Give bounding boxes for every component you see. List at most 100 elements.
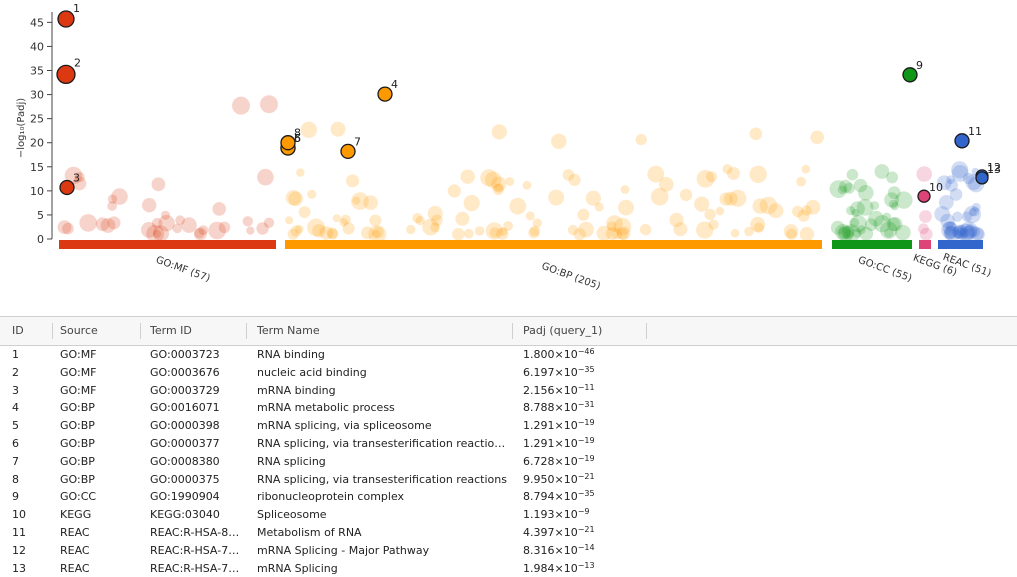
y-axis-label: −log₁₀(Padj) (16, 98, 27, 158)
table-row[interactable]: 12 REAC REAC:R-HSA-72... mRNA Splicing - Ma… (0, 542, 1017, 560)
table-row[interactable]: 9 GO:CC GO:1990904 ribonucleoprotein comple… (0, 488, 1017, 506)
table-row[interactable]: 3 GO:MF GO:0003729 mRNA binding 2.156×10−11 (0, 382, 1017, 400)
row-term-name: RNA splicing, via transesterification re… (257, 472, 507, 486)
background-point (62, 222, 74, 235)
background-point (447, 184, 461, 198)
table-row[interactable]: 8 GO:BP GO:0000375 RNA splicing, via transe… (0, 471, 1017, 489)
column-divider[interactable] (246, 323, 247, 339)
row-term-id: GO:0000377 (150, 436, 220, 450)
y-tick-label: 5 (37, 209, 44, 222)
background-point (496, 227, 509, 240)
background-point (659, 177, 674, 192)
background-point (100, 218, 116, 233)
background-point (64, 166, 83, 185)
header-id[interactable]: ID (12, 324, 24, 337)
column-divider[interactable] (646, 323, 647, 339)
background-point (460, 169, 475, 184)
table-row[interactable]: 2 GO:MF GO:0003676 nucleic acid binding 6.19… (0, 364, 1017, 382)
table-row[interactable]: 10 KEGG KEGG:03040 Spliceosome 1.193×10−9 (0, 506, 1017, 524)
background-point (528, 227, 540, 239)
background-point (963, 205, 981, 224)
row-term-name: Spliceosome (257, 508, 327, 522)
padj-mantissa: 6.728×10 (523, 454, 578, 468)
y-tick-label: 45 (30, 16, 44, 29)
row-source: GO:MF (60, 383, 97, 397)
background-point (568, 173, 581, 186)
y-tick-label: 20 (30, 137, 44, 150)
highlighted-point[interactable] (56, 64, 76, 85)
background-point (953, 229, 963, 239)
header-padj[interactable]: Padj (query_1) (523, 324, 603, 337)
table-row[interactable]: 7 GO:BP GO:0008380 RNA splicing 6.728×10−19 (0, 453, 1017, 471)
highlighted-point[interactable] (902, 67, 918, 83)
table-row[interactable]: 4 GO:BP GO:0016071 mRNA metabolic process 8.… (0, 399, 1017, 417)
highlighted-point[interactable] (59, 179, 75, 196)
background-point (326, 227, 338, 239)
background-point (307, 218, 325, 237)
y-tick-label: 0 (37, 233, 44, 246)
background-point (956, 227, 966, 237)
background-point (193, 227, 207, 241)
background-point (708, 219, 719, 230)
background-point (918, 223, 929, 235)
table-row[interactable]: 6 GO:BP GO:0000377 RNA splicing, via transe… (0, 435, 1017, 453)
point-id-label: 10 (929, 181, 943, 194)
table-row[interactable]: 11 REAC REAC:R-HSA-89... Metabolism of RNA 4… (0, 524, 1017, 542)
header-term-id[interactable]: Term ID (150, 324, 192, 337)
background-point (882, 212, 892, 222)
highlighted-point[interactable] (340, 143, 356, 160)
highlighted-point[interactable] (975, 171, 989, 185)
background-point (208, 221, 226, 240)
background-point (111, 188, 128, 205)
highlighted-point[interactable] (57, 10, 75, 28)
row-id: 10 (12, 508, 26, 522)
background-point (489, 227, 500, 238)
background-point (618, 199, 634, 216)
background-point (940, 213, 955, 229)
highlighted-point[interactable] (280, 135, 296, 151)
row-id: 8 (12, 472, 19, 486)
background-point (455, 211, 470, 226)
highlighted-point[interactable] (954, 133, 970, 149)
background-point (427, 205, 443, 221)
row-term-id: KEGG:03040 (150, 508, 220, 522)
background-point (232, 96, 250, 115)
highlighted-point[interactable] (377, 86, 393, 102)
padj-exponent: −46 (577, 347, 595, 356)
header-term-name[interactable]: Term Name (257, 324, 320, 337)
padj-mantissa: 4.397×10 (523, 525, 578, 539)
padj-exponent: −35 (577, 489, 595, 499)
row-source: KEGG (60, 508, 92, 522)
background-point (919, 210, 932, 223)
background-point (849, 217, 860, 228)
background-point (256, 222, 269, 235)
row-term-name: Metabolism of RNA (257, 525, 362, 539)
column-divider[interactable] (512, 323, 513, 339)
background-point (972, 227, 985, 241)
background-point (452, 228, 465, 241)
background-point (74, 172, 85, 183)
column-divider[interactable] (140, 323, 141, 339)
row-term-id: GO:0003723 (150, 348, 220, 361)
row-id: 2 (12, 365, 19, 379)
background-point (839, 179, 853, 193)
background-point (959, 225, 976, 242)
point-id-label: 6 (294, 132, 301, 145)
background-point (837, 225, 854, 242)
background-point (715, 206, 725, 216)
table-row[interactable]: 13 REAC REAC:R-HSA-72... mRNA Splicing 1.984… (0, 560, 1017, 577)
row-padj: 1.193×10−9 (523, 506, 643, 524)
column-divider[interactable] (52, 323, 53, 339)
background-point (151, 177, 166, 192)
background-point (312, 224, 326, 238)
row-term-name: RNA splicing (257, 454, 326, 468)
y-tick-label: 15 (30, 161, 44, 174)
padj-exponent: −11 (577, 382, 595, 392)
background-point (246, 226, 255, 235)
table-row[interactable]: 1 GO:MF GO:0003723 RNA binding 1.800×10−46 (0, 346, 1017, 364)
highlighted-point[interactable] (917, 189, 931, 203)
background-point (963, 225, 977, 238)
header-source[interactable]: Source (60, 324, 98, 337)
table-row[interactable]: 5 GO:BP GO:0000398 mRNA splicing, via splic… (0, 417, 1017, 435)
